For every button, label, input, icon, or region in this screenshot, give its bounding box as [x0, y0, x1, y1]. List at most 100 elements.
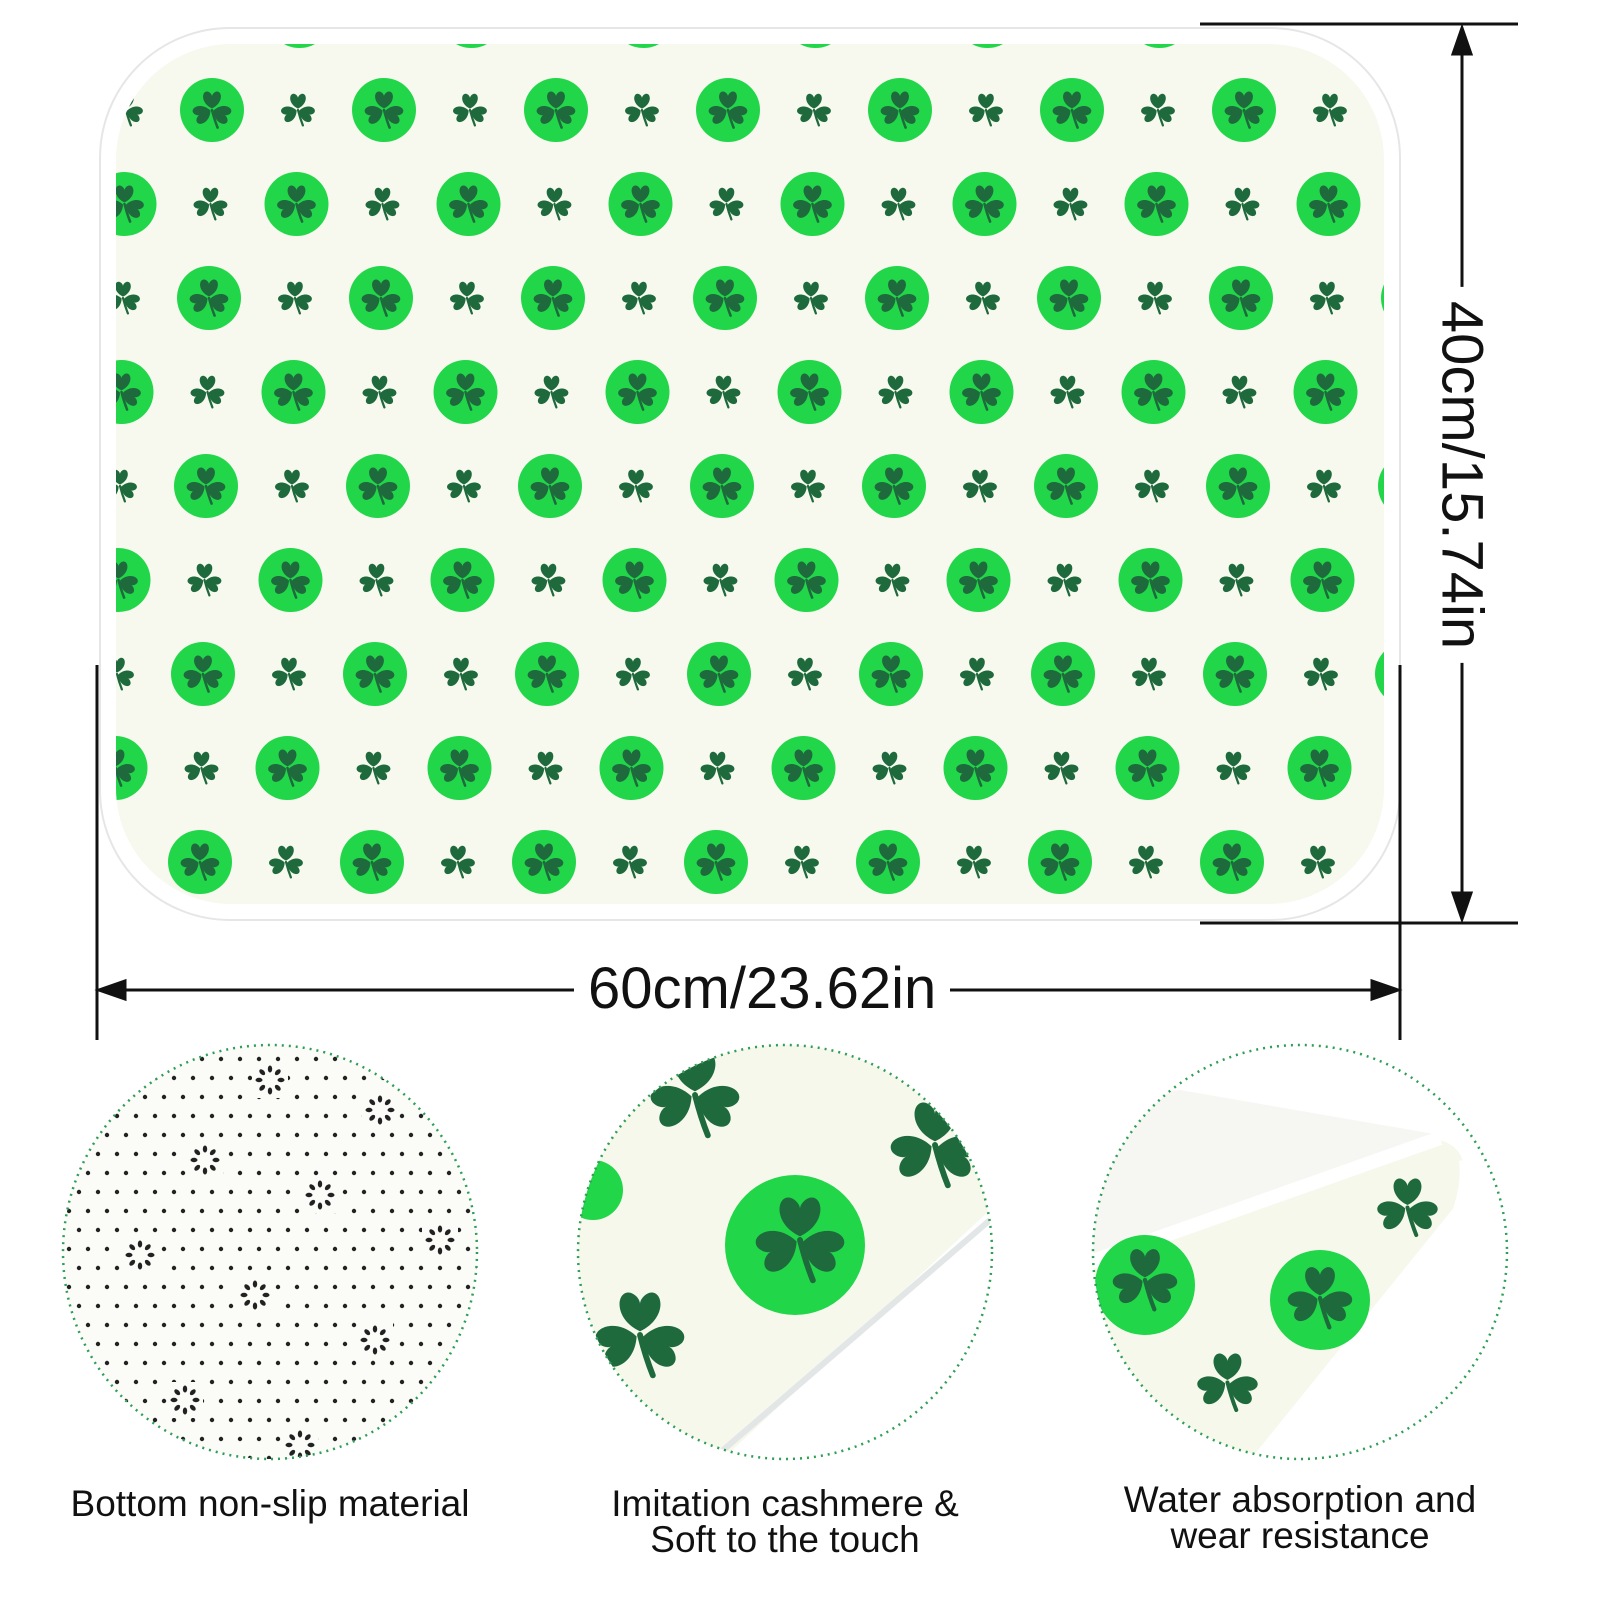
grip-dot — [495, 1076, 499, 1080]
grip-dot — [332, 1132, 338, 1138]
grip-dot — [172, 1038, 176, 1042]
grip-dot — [495, 1266, 499, 1270]
grip-dot — [323, 1075, 329, 1081]
grip-flower — [364, 1344, 371, 1351]
grip-dot — [323, 1303, 329, 1309]
grip-dot — [142, 1056, 148, 1062]
grip-dot — [380, 1227, 386, 1233]
arrow-icon — [1450, 891, 1474, 924]
grip-dot — [438, 1038, 442, 1042]
grip-dot — [275, 1246, 281, 1252]
grip-flower — [137, 1262, 143, 1270]
grip-dot — [266, 1341, 272, 1347]
grip-dot — [419, 1038, 423, 1042]
grip-dot — [152, 1227, 158, 1233]
grip-flower — [384, 1114, 391, 1121]
caption-line: Imitation cashmere & — [611, 1483, 959, 1524]
grip-flower — [429, 1244, 436, 1251]
grip-dot — [66, 1398, 72, 1404]
grip-dot — [361, 1189, 367, 1195]
grip-flower — [379, 1344, 386, 1351]
grip-dot — [152, 1303, 158, 1309]
caption-line: Water absorption and — [1123, 1479, 1477, 1520]
grip-dot — [85, 1436, 91, 1442]
grip-dot — [475, 1227, 477, 1233]
grip-flower — [194, 1164, 201, 1171]
grip-flower — [360, 1337, 368, 1343]
grip-flower — [437, 1247, 443, 1255]
grip-flower — [209, 1164, 216, 1171]
grip-dot — [427, 1208, 433, 1214]
caption-line: wear resistance — [1170, 1515, 1430, 1556]
grip-flower — [369, 1114, 376, 1121]
grip-dot — [475, 1455, 477, 1459]
grip-dot — [351, 1398, 357, 1404]
grip-dot — [427, 1094, 433, 1100]
shamrock-icon — [21, 188, 57, 220]
shamrock-icon — [1484, 94, 1520, 126]
grip-flower — [252, 1280, 258, 1288]
grip-dot — [190, 1303, 196, 1309]
grip-flower — [212, 1157, 220, 1163]
grip-dot — [437, 1303, 443, 1309]
grip-dot — [76, 1379, 82, 1385]
grip-dot — [162, 1475, 166, 1479]
pattern-circle — [100, 28, 160, 48]
grip-dot — [504, 1399, 508, 1403]
grip-dot — [408, 1246, 414, 1252]
grip-dot — [181, 1475, 185, 1479]
grip-flower — [267, 1065, 273, 1073]
grip-dot — [399, 1075, 405, 1081]
grip-dot — [504, 1361, 508, 1365]
grip-dot — [58, 1114, 62, 1118]
grip-flower — [372, 1325, 378, 1333]
grip-flower — [289, 1449, 296, 1456]
grip-dot — [456, 1303, 462, 1309]
grip-dot — [456, 1075, 462, 1081]
grip-dot — [190, 1113, 196, 1119]
shamrock-icon — [12, 752, 48, 784]
grip-dot — [114, 1075, 120, 1081]
grip-dot — [418, 1303, 424, 1309]
shamrock-icon — [1397, 188, 1433, 220]
grip-dot — [199, 1436, 205, 1442]
grip-dot — [123, 1132, 129, 1138]
grip-dot — [389, 1246, 395, 1252]
grip-dot — [332, 1284, 338, 1290]
grip-dot — [104, 1056, 110, 1062]
grip-dot — [351, 1322, 357, 1328]
grip-dot — [142, 1436, 148, 1442]
grip-dot — [304, 1075, 310, 1081]
grip-dot — [123, 1436, 129, 1442]
grip-dot — [313, 1170, 319, 1176]
grip-dot — [495, 1228, 499, 1232]
grip-dot — [446, 1094, 452, 1100]
grip-dot — [161, 1246, 167, 1252]
caption-water-absorption: Water absorption and wear resistance — [1050, 1479, 1550, 1556]
grip-dot — [427, 1322, 433, 1328]
grip-dot — [465, 1322, 471, 1328]
pattern-circle — [253, 924, 317, 988]
grip-flower — [289, 1434, 296, 1441]
grip-dot — [152, 1379, 158, 1385]
grip-dot — [256, 1056, 262, 1062]
grip-dot — [199, 1132, 205, 1138]
grip-dot — [142, 1094, 148, 1100]
grip-flower — [274, 1069, 281, 1076]
grip-dot — [332, 1246, 338, 1252]
grip-dot — [256, 1170, 262, 1176]
grip-dot — [485, 1247, 489, 1251]
grip-dot — [190, 1227, 196, 1233]
grip-dot — [218, 1398, 224, 1404]
grip-dot — [428, 1475, 432, 1479]
grip-dot — [381, 1038, 385, 1042]
grip-dot — [418, 1151, 424, 1157]
grip-dot — [161, 1094, 167, 1100]
grip-dot — [161, 1056, 167, 1062]
grip-dot — [465, 1056, 471, 1062]
grip-dot — [427, 1056, 433, 1062]
grip-dot — [237, 1322, 243, 1328]
grip-dot — [408, 1322, 414, 1328]
grip-dot — [456, 1341, 462, 1347]
grip-flower — [307, 1442, 315, 1448]
